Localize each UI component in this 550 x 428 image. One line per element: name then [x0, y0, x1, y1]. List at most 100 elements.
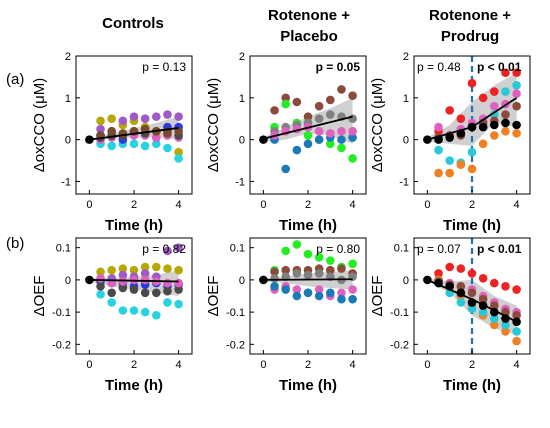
fit-line [427, 279, 518, 323]
x-tick-label: 0 [424, 199, 430, 211]
data-point [445, 168, 454, 178]
data-point [478, 122, 488, 132]
p-value-annotation-post: p < 0.01 [477, 242, 522, 256]
column-titles: Controls Rotenone + Placebo Rotenone + P… [102, 7, 511, 45]
data-point [337, 126, 346, 136]
col-title-controls-line1: Controls [102, 15, 164, 32]
data-point [152, 112, 161, 121]
data-point [445, 106, 454, 115]
data-point [490, 110, 499, 119]
p-value-annotation: p = 0.05 [316, 60, 361, 74]
x-tick-label: 4 [176, 359, 182, 371]
data-point [152, 133, 161, 142]
data-point [140, 114, 150, 124]
data-point [467, 164, 477, 174]
data-point [303, 112, 313, 121]
panel-a-prodrug: 2 1 0 -1 0 2 4 p = 0.48 p < 0.01 Time (h) ΔoxCCO (… [369, 51, 531, 234]
x-axis-label: Time (h) [443, 217, 501, 234]
data-point [163, 278, 172, 288]
panel-b-prodrug: 0.1 0 -0.1 -0.2 0 2 4 p = 0.07 p < 0.01 Time (h) Δ… [369, 237, 531, 394]
y-axis-label: ΔOEF [31, 276, 48, 317]
data-point [348, 126, 357, 136]
y-tick-label: 0 [239, 135, 245, 147]
data-point [314, 269, 324, 278]
panel-b-controls: 0.1 0 -0.1 -0.2 0 2 4 p = 0.82 Time (h) ΔOEF [31, 237, 193, 394]
x-axis-label: Time (h) [443, 377, 501, 394]
data-point [270, 273, 279, 283]
x-tick-label: 0 [260, 359, 266, 371]
data-point [107, 114, 116, 124]
data-point [118, 283, 128, 293]
data-point [292, 97, 302, 107]
x-tick-label: 4 [514, 199, 520, 211]
data-point [501, 282, 510, 291]
data-point [259, 135, 268, 144]
data-point [96, 124, 105, 134]
data-point [337, 85, 346, 94]
x-tick-label: 2 [469, 199, 475, 211]
y-tick-label: 0 [65, 275, 71, 287]
data-point [270, 106, 279, 115]
data-point [512, 327, 521, 336]
data-point [467, 304, 477, 314]
y-tick-label: 2 [403, 51, 409, 63]
data-point [337, 264, 346, 273]
data-point [348, 154, 357, 163]
data-point [348, 285, 357, 294]
p-value-annotation-post: p < 0.01 [477, 60, 522, 74]
x-tick-label: 2 [305, 359, 311, 371]
y-tick-label: 0 [403, 275, 409, 287]
data-point [348, 91, 357, 101]
data-point [512, 89, 521, 98]
x-tick-label: 2 [305, 199, 311, 211]
y-tick-label: -1 [235, 176, 245, 188]
x-tick-label: 4 [350, 199, 356, 211]
data-point [326, 288, 335, 298]
data-point [490, 120, 499, 130]
data-point [163, 264, 172, 273]
data-point [163, 129, 172, 138]
data-point [107, 141, 116, 151]
x-axis-label: Time (h) [105, 217, 163, 234]
data-point [140, 269, 150, 278]
x-tick-label: 4 [514, 359, 520, 371]
panels: 2 1 0 -1 0 2 4 p = 0.13 Time (h) ΔoxCCO (μM) 2 1 0 -1… [31, 51, 531, 394]
x-tick-label: 0 [260, 199, 266, 211]
data-point [314, 101, 324, 111]
x-tick-label: 4 [176, 199, 182, 211]
data-point [456, 282, 466, 291]
data-point [281, 93, 290, 103]
data-point [118, 277, 128, 286]
data-point [501, 110, 510, 119]
panel-b-placebo: 0.1 0 -0.1 -0.2 0 2 4 p = 0.80 Time (h) ΔOEF [205, 237, 367, 394]
data-point [140, 141, 150, 151]
data-point [490, 278, 499, 288]
x-tick-label: 2 [131, 359, 137, 371]
data-point [490, 301, 499, 310]
data-point [174, 299, 183, 309]
y-tick-label: 0 [65, 135, 71, 147]
data-point [281, 246, 290, 256]
y-tick-label: -1 [399, 176, 409, 188]
y-tick-label: 2 [239, 51, 245, 63]
data-point [467, 147, 477, 157]
data-point [348, 294, 357, 304]
y-axis-label: ΔoxCCO (μM) [31, 78, 48, 173]
data-point [467, 269, 477, 278]
data-point [163, 110, 172, 119]
y-tick-label: 0.1 [394, 243, 409, 255]
p-value-annotation: p = 0.80 [316, 242, 360, 256]
data-point [314, 253, 324, 262]
data-point [303, 270, 313, 280]
data-point [107, 265, 116, 275]
data-point [490, 87, 499, 96]
x-tick-label: 0 [86, 199, 92, 211]
data-point [281, 265, 290, 275]
y-tick-label: 0 [403, 135, 409, 147]
x-axis-label: Time (h) [279, 377, 337, 394]
data-point [270, 282, 279, 291]
y-tick-label: 1 [403, 93, 409, 105]
data-point [445, 262, 454, 272]
p-value-annotation: p = 0.82 [142, 242, 186, 256]
data-point [348, 114, 357, 124]
